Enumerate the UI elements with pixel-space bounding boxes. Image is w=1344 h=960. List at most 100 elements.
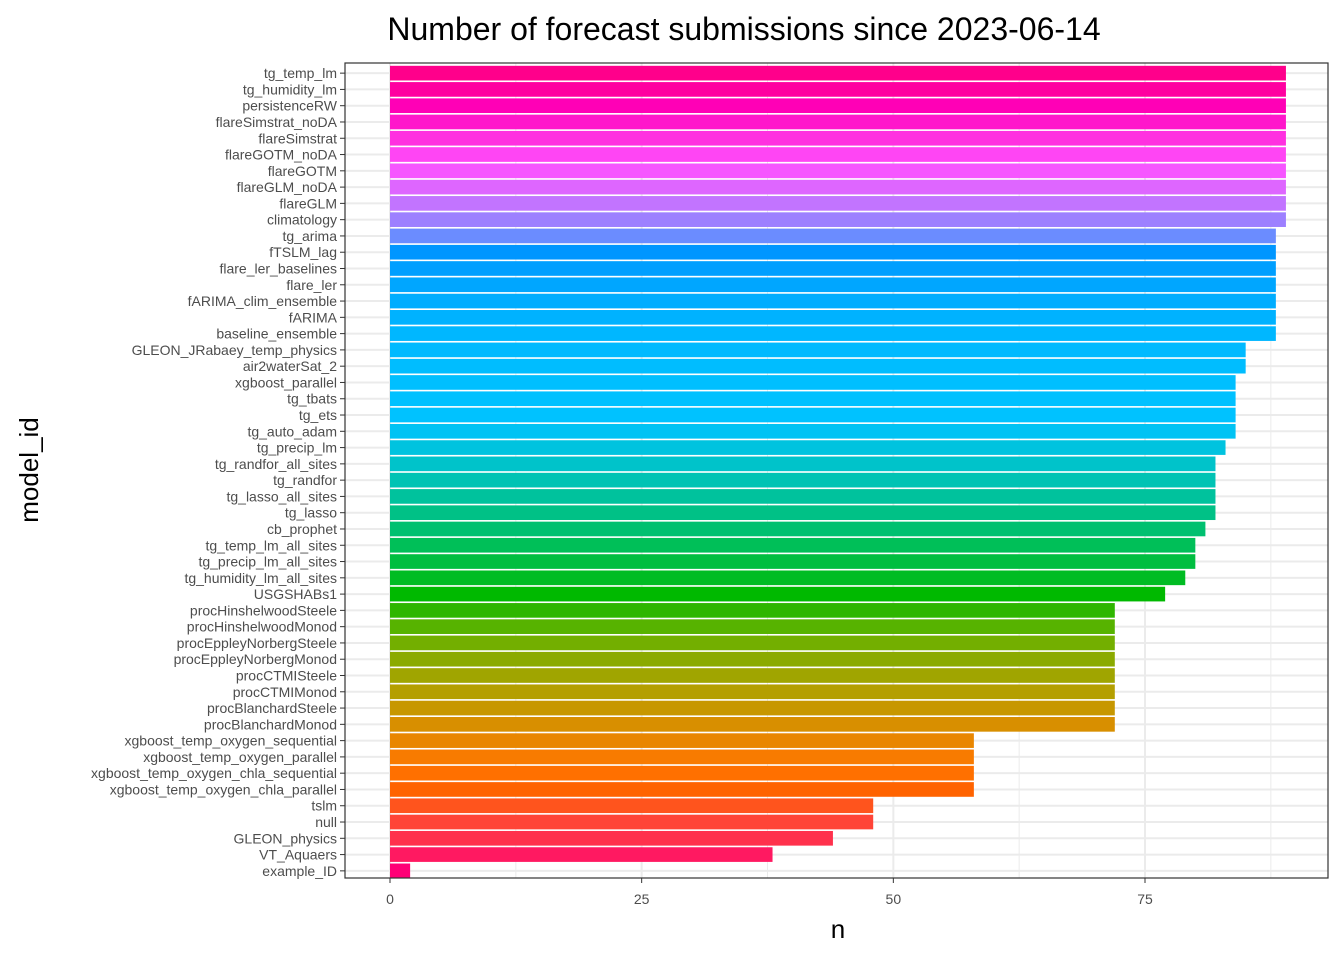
- bar-flareSimstrat_noDA: [390, 114, 1286, 130]
- y-tick-label: USGSHABs1: [254, 586, 337, 602]
- bar-fTSLM_lag: [390, 244, 1276, 260]
- bar-tg_precip_lm: [390, 440, 1226, 455]
- y-tick-label: tg_temp_lm_all_sites: [205, 537, 337, 553]
- bar-tg_ets: [390, 407, 1236, 423]
- bar-procEppleyNorbergSteele: [390, 635, 1115, 651]
- y-tick-label: flareSimstrat: [258, 130, 337, 146]
- bar-tg_humidity_lm_all_sites: [390, 570, 1186, 586]
- y-tick-label: xgboost_temp_oxygen_parallel: [143, 749, 337, 765]
- y-tick-label: procHinshelwoodSteele: [190, 602, 337, 618]
- bar-procCTMIMonod: [390, 684, 1115, 700]
- bars: [390, 65, 1286, 879]
- y-axis-title: model_id: [14, 417, 44, 523]
- y-tick-label: air2waterSat_2: [243, 358, 337, 374]
- y-tick-label: flareGLM: [279, 195, 337, 211]
- bar-tg_randfor: [390, 472, 1216, 488]
- y-tick-label: procCTMISteele: [236, 668, 337, 684]
- bar-procHinshelwoodSteele: [390, 603, 1115, 618]
- y-tick-label: climatology: [267, 212, 337, 228]
- bar-flareGOTM_noDA: [390, 147, 1286, 162]
- y-tick-label: tslm: [311, 798, 337, 814]
- bar-tg_lasso: [390, 505, 1216, 521]
- bar-null: [390, 814, 874, 830]
- x-tick-label: 75: [1137, 891, 1153, 907]
- bar-tg_precip_lm_all_sites: [390, 554, 1196, 569]
- y-tick-label: procHinshelwoodMonod: [187, 619, 337, 635]
- y-tick-label: xgboost_temp_oxygen_sequential: [125, 733, 338, 749]
- bar-procEppleyNorbergMonod: [390, 651, 1115, 667]
- y-tick-label: xgboost_temp_oxygen_chla_sequential: [91, 765, 337, 781]
- x-axis-title: n: [831, 914, 845, 944]
- bar-baseline_ensemble: [390, 326, 1276, 341]
- x-axis: 0 25 50 75: [386, 878, 1153, 907]
- bar-procBlanchardMonod: [390, 717, 1115, 732]
- x-tick-label: 0: [386, 891, 394, 907]
- bar-tg_lasso_all_sites: [390, 489, 1216, 504]
- y-tick-label: tg_humidity_lm: [243, 81, 337, 97]
- y-tick-label: baseline_ensemble: [216, 326, 337, 342]
- y-tick-label: persistenceRW: [242, 98, 337, 114]
- bar-fARIMA_clim_ensemble: [390, 293, 1276, 309]
- y-tick-label: tg_lasso: [285, 505, 337, 521]
- bar-xgboost_temp_oxygen_parallel: [390, 749, 974, 765]
- y-tick-label: tg_arima: [283, 228, 338, 244]
- bar-tslm: [390, 798, 874, 814]
- y-tick-label: GLEON_JRabaey_temp_physics: [132, 342, 337, 358]
- y-tick-label: fTSLM_lag: [269, 244, 337, 260]
- y-tick-label: tg_humidity_lm_all_sites: [184, 570, 337, 586]
- chart-title: Number of forecast submissions since 202…: [387, 11, 1100, 47]
- bar-tg_temp_lm_all_sites: [390, 537, 1196, 553]
- bar-procBlanchardSteele: [390, 700, 1115, 716]
- bar-air2waterSat_2: [390, 358, 1246, 374]
- y-axis: tg_temp_lmtg_humidity_lmpersistenceRWfla…: [91, 65, 345, 879]
- y-tick-label: tg_ets: [299, 407, 337, 423]
- y-tick-label: fARIMA_clim_ensemble: [188, 293, 338, 309]
- bar-fARIMA: [390, 310, 1276, 325]
- bar-GLEON_JRabaey_temp_physics: [390, 342, 1246, 358]
- y-tick-label: tg_lasso_all_sites: [226, 488, 337, 504]
- y-tick-label: flare_ler: [286, 277, 337, 293]
- y-tick-label: null: [315, 814, 337, 830]
- bar-persistenceRW: [390, 98, 1286, 114]
- bar-example_ID: [390, 863, 411, 879]
- y-tick-label: GLEON_physics: [234, 830, 337, 846]
- bar-tg_auto_adam: [390, 423, 1236, 439]
- y-tick-label: xgboost_temp_oxygen_chla_parallel: [110, 781, 337, 797]
- y-tick-label: tg_temp_lm: [264, 65, 337, 81]
- y-tick-label: procCTMIMonod: [233, 684, 337, 700]
- bar-flareSimstrat: [390, 130, 1286, 146]
- y-tick-label: flareGOTM: [268, 163, 337, 179]
- y-tick-label: procEppleyNorbergMonod: [174, 651, 337, 667]
- bar-VT_Aquaers: [390, 847, 773, 862]
- bar-xgboost_parallel: [390, 375, 1236, 390]
- bar-xgboost_temp_oxygen_chla_sequential: [390, 765, 974, 781]
- y-tick-label: procEppleyNorbergSteele: [177, 635, 338, 651]
- bar-xgboost_temp_oxygen_sequential: [390, 733, 974, 748]
- bar-tg_tbats: [390, 391, 1236, 407]
- y-tick-label: tg_tbats: [287, 391, 337, 407]
- y-tick-label: xgboost_parallel: [235, 374, 337, 390]
- bar-flareGOTM: [390, 163, 1286, 179]
- bar-procCTMISteele: [390, 668, 1115, 683]
- bar-tg_humidity_lm: [390, 82, 1286, 97]
- y-tick-label: tg_precip_lm_all_sites: [198, 554, 337, 570]
- bar-USGSHABs1: [390, 586, 1166, 602]
- bar-climatology: [390, 212, 1286, 227]
- bar-GLEON_physics: [390, 830, 833, 846]
- y-tick-label: flareGOTM_noDA: [225, 147, 338, 163]
- bar-tg_temp_lm: [390, 65, 1286, 81]
- x-tick-label: 50: [886, 891, 902, 907]
- bar-xgboost_temp_oxygen_chla_parallel: [390, 782, 974, 797]
- bar-flare_ler_baselines: [390, 261, 1276, 276]
- bar-tg_arima: [390, 228, 1276, 244]
- bar-flareGLM: [390, 196, 1286, 211]
- y-tick-label: flareSimstrat_noDA: [216, 114, 338, 130]
- x-tick-label: 25: [634, 891, 650, 907]
- y-tick-label: flare_ler_baselines: [219, 261, 337, 277]
- bar-tg_randfor_all_sites: [390, 456, 1216, 472]
- y-tick-label: procBlanchardSteele: [207, 700, 337, 716]
- y-tick-label: tg_auto_adam: [247, 423, 337, 439]
- bar-cb_prophet: [390, 521, 1206, 537]
- y-tick-label: procBlanchardMonod: [204, 716, 337, 732]
